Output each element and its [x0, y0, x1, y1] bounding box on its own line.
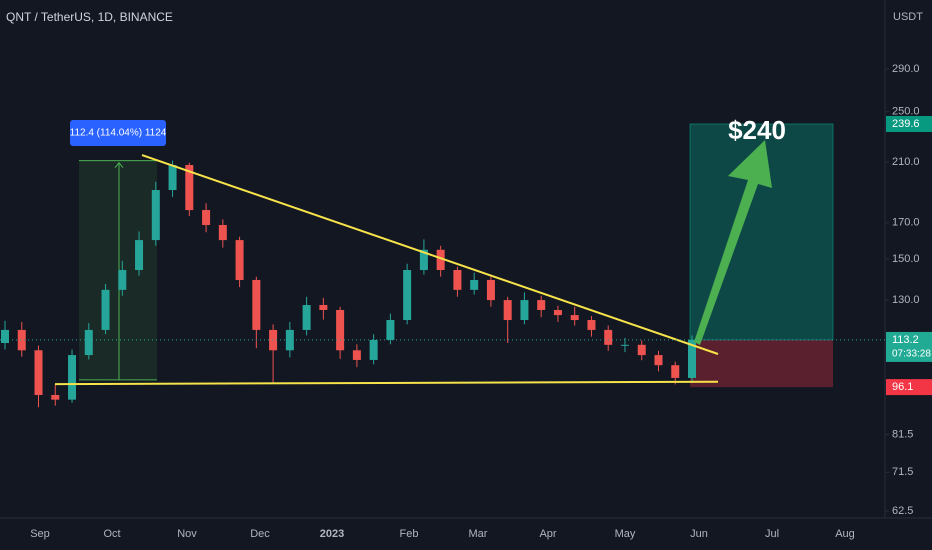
- y-tick-label: 250.0: [892, 106, 920, 118]
- price-label: 113.2: [892, 334, 919, 346]
- y-tick-label: 81.5: [892, 428, 913, 440]
- candle-body: [34, 350, 43, 395]
- x-tick-label: Dec: [250, 528, 270, 540]
- price-label-box: [886, 331, 932, 362]
- candle-body: [470, 279, 479, 290]
- target-arrow: [694, 140, 772, 345]
- candle-body: [453, 270, 462, 290]
- price-label-box: [886, 379, 932, 396]
- candle-body: [570, 315, 579, 321]
- x-tick-label: Mar: [469, 528, 488, 540]
- annotation: $240: [728, 115, 786, 145]
- candle-body: [503, 300, 512, 321]
- y-tick-label: 62.5: [892, 505, 913, 517]
- y-tick-label: 130.0: [892, 294, 920, 306]
- measure-arrow-head: [114, 161, 124, 168]
- candle-body: [168, 164, 177, 191]
- x-tick-label: Feb: [400, 528, 419, 540]
- candle-body: [654, 355, 663, 366]
- loss-zone: [690, 339, 833, 388]
- x-tick-label: Nov: [177, 528, 197, 540]
- x-tick-label: Apr: [539, 528, 556, 540]
- candle-body: [403, 270, 412, 321]
- candle-body: [336, 309, 345, 351]
- trendline: [54, 380, 719, 386]
- x-tick-label: Jun: [690, 528, 708, 540]
- candle-body: [218, 225, 227, 241]
- trendline: [141, 154, 719, 355]
- y-tick-label: 290.0: [892, 63, 920, 75]
- candle-body: [51, 394, 60, 400]
- candle-body: [419, 249, 428, 271]
- candle-body: [17, 329, 26, 351]
- candle-body: [269, 329, 278, 351]
- candle-body: [604, 329, 613, 345]
- x-tick-label: 2023: [320, 528, 344, 540]
- x-tick-label: Aug: [835, 528, 855, 540]
- measure-label: 112.4 (114.04%) 1124: [70, 128, 167, 139]
- candle-body: [386, 320, 395, 340]
- x-tick-label: May: [615, 528, 636, 540]
- candle-body: [537, 300, 546, 310]
- candle-body: [620, 344, 629, 346]
- candle-body: [587, 320, 596, 330]
- candle-body: [151, 190, 160, 241]
- countdown: 07:33:28: [892, 349, 931, 360]
- candle-body: [352, 350, 361, 360]
- y-axis-label: USDT: [893, 11, 923, 23]
- candle-body: [101, 289, 110, 330]
- candle-body: [202, 210, 211, 226]
- candle-body: [637, 344, 646, 356]
- y-tick-label: 71.5: [892, 466, 913, 478]
- candle-body: [285, 329, 294, 351]
- candle-body: [135, 240, 144, 271]
- candle-body: [235, 240, 244, 280]
- x-tick-label: Sep: [30, 528, 50, 540]
- candle-body: [1, 329, 9, 343]
- candle-body: [369, 339, 378, 360]
- candle-body: [486, 279, 495, 301]
- candle-body: [553, 309, 562, 316]
- price-label: 239.6: [892, 118, 920, 130]
- candle-body: [688, 339, 696, 378]
- y-tick-label: 210.0: [892, 156, 920, 168]
- candle-body: [84, 329, 93, 356]
- candle-body: [520, 300, 529, 321]
- x-tick-label: Jul: [765, 528, 779, 540]
- candle-body: [671, 365, 680, 378]
- candle-body: [68, 355, 77, 400]
- price-label-box: [886, 115, 932, 132]
- measure-label-box: [70, 120, 166, 146]
- candle-body: [436, 249, 445, 271]
- candle-body: [185, 164, 194, 211]
- x-tick-label: Oct: [103, 528, 120, 540]
- candle-body: [252, 279, 261, 330]
- candle-body: [302, 304, 311, 330]
- candle-body: [118, 270, 127, 290]
- price-label: 96.1: [892, 381, 913, 393]
- y-tick-label: 170.0: [892, 217, 920, 229]
- y-tick-label: 150.0: [892, 253, 920, 265]
- chart-title: QNT / TetherUS, 1D, BINANCE: [6, 10, 173, 24]
- candle-body: [319, 304, 328, 310]
